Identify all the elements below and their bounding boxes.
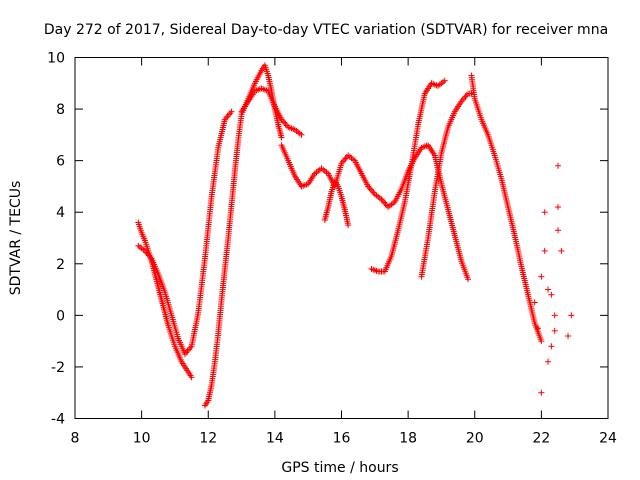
- x-tick-label: 10: [133, 431, 151, 447]
- data-point: [188, 374, 195, 381]
- data-point: [538, 338, 545, 345]
- x-tick-label: 20: [466, 431, 484, 447]
- x-tick-label: 8: [71, 431, 80, 447]
- data-point: [462, 93, 469, 100]
- y-tick-label: -4: [51, 412, 65, 428]
- data-point: [281, 119, 288, 126]
- data-point: [379, 197, 386, 204]
- data-point: [345, 222, 352, 229]
- data-point: [298, 131, 305, 138]
- data-point: [228, 108, 235, 115]
- data-point: [185, 346, 192, 353]
- x-tick-label: 14: [266, 431, 284, 447]
- data-point: [541, 247, 548, 254]
- data-point: [548, 343, 555, 350]
- x-tick-label: 12: [199, 431, 217, 447]
- data-point: [551, 327, 558, 334]
- y-tick-label: 10: [47, 51, 65, 67]
- x-axis-ticks: 8 10 12 14 16 18 20 22 24: [71, 57, 617, 447]
- data-point: [282, 121, 289, 128]
- x-tick-label: 18: [399, 431, 417, 447]
- data-point: [555, 162, 562, 169]
- data-point: [184, 347, 191, 354]
- data-point: [551, 312, 558, 319]
- data-point: [545, 358, 552, 365]
- data-point: [227, 110, 234, 117]
- data-point: [558, 247, 565, 254]
- y-tick-label: 8: [56, 102, 65, 118]
- data-point: [555, 227, 562, 234]
- data-points: [135, 62, 575, 409]
- data-point: [548, 291, 555, 298]
- data-point: [465, 276, 472, 283]
- y-tick-label: 6: [56, 154, 65, 170]
- data-point: [370, 189, 377, 196]
- x-axis-label: GPS time / hours: [281, 460, 398, 476]
- data-point: [278, 134, 285, 141]
- y-tick-label: 2: [56, 257, 65, 273]
- data-point: [531, 299, 538, 306]
- x-tick-label: 22: [532, 431, 550, 447]
- y-tick-label: 4: [56, 205, 65, 221]
- plot-frame: [74, 57, 609, 419]
- y-axis-ticks: -4 -2 0 2 4 6 8 10: [47, 51, 608, 428]
- x-tick-label: 24: [599, 431, 617, 447]
- chart-title: Day 272 of 2017, Sidereal Day-to-day VTE…: [44, 22, 608, 38]
- data-point: [541, 209, 548, 216]
- data-point: [555, 204, 562, 211]
- data-point: [341, 157, 348, 164]
- y-tick-label: 0: [56, 308, 65, 324]
- x-tick-label: 16: [333, 431, 351, 447]
- data-point: [461, 95, 468, 102]
- data-point: [441, 77, 448, 84]
- data-point: [538, 389, 545, 396]
- data-point: [568, 312, 575, 319]
- data-point: [538, 273, 545, 280]
- data-point: [535, 325, 542, 332]
- data-point: [369, 188, 376, 195]
- y-axis-label: SDTVAR / TECUs: [8, 181, 24, 296]
- data-point: [381, 199, 388, 206]
- data-point: [565, 332, 572, 339]
- y-tick-label: -2: [51, 360, 65, 376]
- data-point: [367, 186, 374, 193]
- data-point: [463, 92, 470, 99]
- data-point: [545, 286, 552, 293]
- data-point: [224, 113, 231, 120]
- data-point: [225, 111, 232, 118]
